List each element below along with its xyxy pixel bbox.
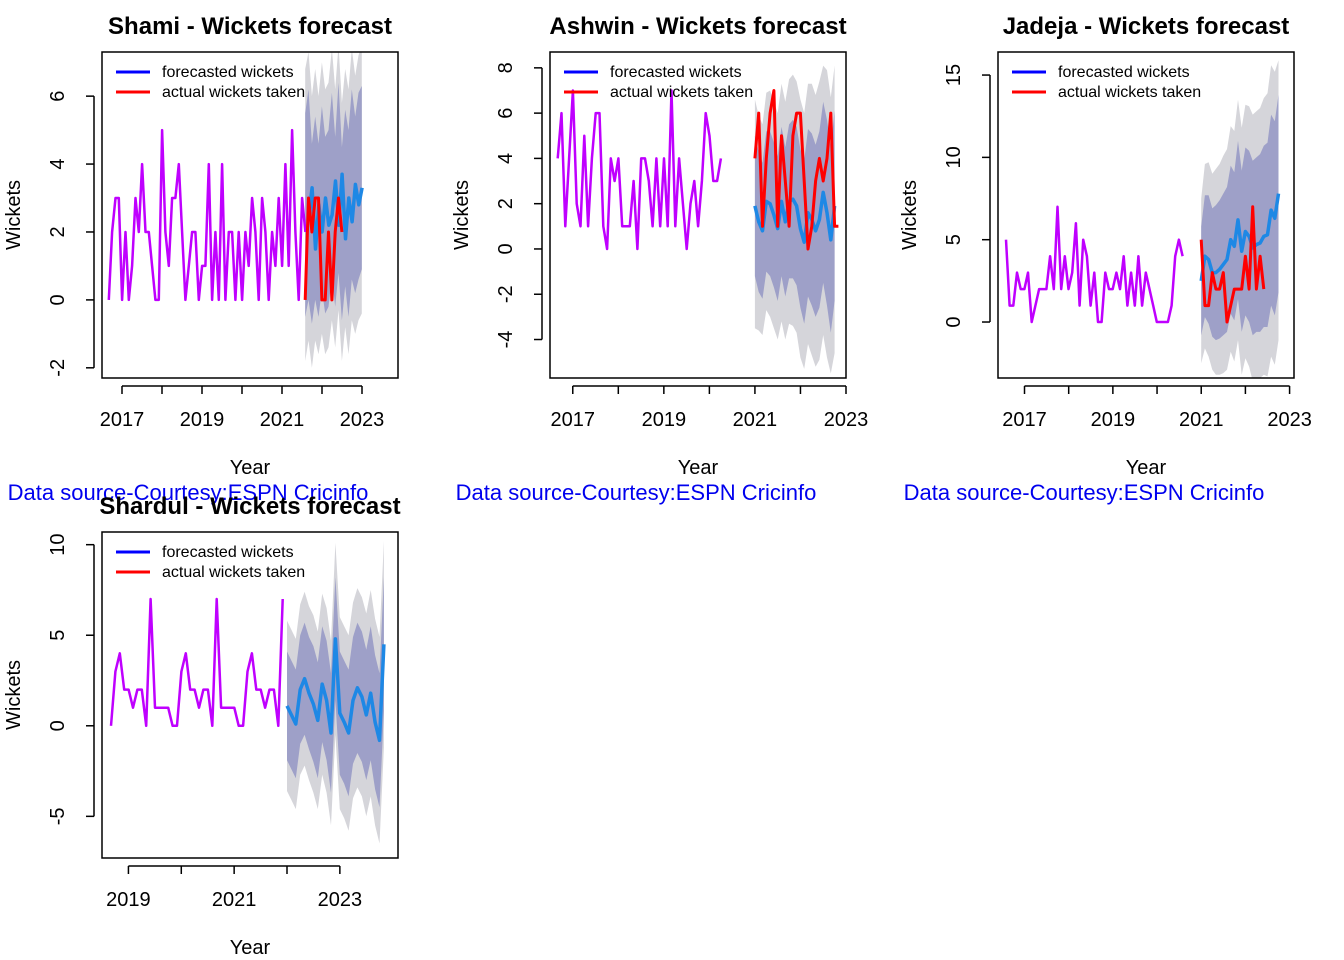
ashwin-y-axis-label: Wickets (451, 180, 473, 250)
ashwin-y-tick-label-6: 6 (495, 108, 517, 119)
source-note-3: Data source-Courtesy:ESPN Cricinfo (904, 480, 1265, 505)
shardul-legend: forecasted wickets actual wickets taken (116, 544, 305, 581)
ashwin-actual-line (753, 89, 839, 251)
ashwin-x-tick-label-2017: 2017 (551, 409, 596, 431)
shami-plot-area (107, 52, 364, 368)
ashwin-y-tick-label-2: 2 (495, 198, 517, 209)
jadeja-y-tick-label-0: 0 (943, 316, 965, 327)
jadeja-y-tick-label-5: 5 (943, 234, 965, 245)
jadeja-history-line (1004, 205, 1184, 324)
shardul-plot-area (109, 541, 386, 844)
shardul-forecast-panel: Shardul - Wickets forecast 2019 2021 2023 Ye… (3, 493, 401, 959)
shardul-forecast-line (285, 637, 386, 743)
jadeja-x-axis-label: Year (1126, 457, 1167, 479)
shami-x-tick-label-2017: 2017 (100, 409, 145, 431)
ashwin-x-tick-label-2021: 2021 (733, 409, 778, 431)
jadeja-x-tick-label-2019: 2019 (1091, 409, 1136, 431)
ashwin-x-tick-label-2023: 2023 (824, 409, 869, 431)
shardul-x-tick-label-2019: 2019 (106, 889, 151, 911)
ashwin-y-tick-label-0: 0 (495, 243, 517, 254)
shami-y-tick-label-0: 0 (47, 294, 69, 305)
jadeja-x-tick-label-2017: 2017 (1002, 409, 1047, 431)
jadeja-x-tick-label-2023: 2023 (1267, 409, 1312, 431)
shardul-x-tick-label-2021: 2021 (212, 889, 257, 911)
shami-y-tick-label-6: 6 (47, 91, 69, 102)
shami-forecast-panel: Shami - Wickets forecast 2017 2019 2021 2023… (3, 13, 399, 479)
shardul-x-axis-label: Year (230, 937, 271, 959)
shardul-interval-80-band (287, 577, 384, 808)
source-note-2: Data source-Courtesy:ESPN Cricinfo (456, 480, 817, 505)
jadeja-y-tick-label-10: 10 (943, 146, 965, 168)
shardul-x-tick-label-2023: 2023 (318, 889, 363, 911)
jadeja-forecast-panel: Jadeja - Wickets forecast 2017 2019 2021 202… (899, 13, 1312, 479)
shardul-plot-frame (101, 531, 399, 859)
ashwin-legend-label-actual: actual wickets taken (610, 84, 753, 101)
source-note-layer: Data source-Courtesy:ESPN Cricinfo Data … (8, 480, 1265, 505)
source-note-1: Data source-Courtesy:ESPN Cricinfo (8, 480, 369, 505)
ashwin-y-tick-label-8: 8 (495, 62, 517, 73)
shami-y-tick-label-4: 4 (47, 159, 69, 170)
ashwin-legend-label-forecast: forecasted wickets (610, 64, 742, 81)
ashwin-y-tick-label--4: -4 (495, 331, 517, 349)
ashwin-x-tick-label-2019: 2019 (642, 409, 687, 431)
jadeja-legend: forecasted wickets actual wickets taken (1012, 64, 1201, 101)
shami-actual-line (303, 196, 344, 302)
shardul-y-tick-label-0: 0 (47, 720, 69, 731)
shardul-legend-label-forecast: forecasted wickets (162, 544, 294, 561)
shardul-legend-label-actual: actual wickets taken (162, 564, 305, 581)
ashwin-plot-area (556, 65, 839, 374)
shami-y-axis-label: Wickets (3, 180, 25, 250)
jadeja-legend-label-forecast: forecasted wickets (1058, 64, 1190, 81)
shami-x-axis-label: Year (230, 457, 271, 479)
shami-y-tick-label-2: 2 (47, 226, 69, 237)
shardul-chart-title: Shardul - Wickets forecast (99, 493, 400, 520)
shami-legend: forecasted wickets actual wickets taken (116, 64, 305, 101)
shami-legend-label-actual: actual wickets taken (162, 84, 305, 101)
shami-y-tick-label--2: -2 (47, 359, 69, 377)
shami-plot-frame (101, 51, 399, 379)
jadeja-plot-frame (997, 51, 1295, 379)
shami-chart-title: Shami - Wickets forecast (108, 13, 392, 40)
shardul-history-line (109, 597, 284, 728)
ashwin-x-axis-label: Year (678, 457, 719, 479)
ashwin-history-line (556, 89, 723, 251)
jadeja-forecast-line (1199, 193, 1281, 282)
shami-x-tick-label-2019: 2019 (180, 409, 225, 431)
shami-x-tick-label-2021: 2021 (260, 409, 305, 431)
shardul-y-axis-label: Wickets (3, 660, 25, 730)
shami-forecast-line (307, 172, 364, 251)
jadeja-y-axis-label: Wickets (899, 180, 921, 250)
shami-legend-label-forecast: forecasted wickets (162, 64, 294, 81)
ashwin-y-tick-label-4: 4 (495, 153, 517, 164)
jadeja-chart-title: Jadeja - Wickets forecast (1003, 13, 1290, 40)
jadeja-y-tick-label-15: 15 (943, 64, 965, 86)
jadeja-x-tick-label-2021: 2021 (1179, 409, 1224, 431)
ashwin-forecast-line (753, 190, 837, 244)
shardul-y-tick-label--5: -5 (47, 807, 69, 825)
jadeja-legend-label-actual: actual wickets taken (1058, 84, 1201, 101)
jadeja-actual-line (1199, 205, 1266, 324)
ashwin-y-tick-label--2: -2 (495, 285, 517, 303)
ashwin-legend: forecasted wickets actual wickets taken (564, 64, 753, 101)
jadeja-plot-area (1004, 60, 1281, 378)
shardul-y-tick-label-10: 10 (47, 534, 69, 556)
shardul-y-tick-label-5: 5 (47, 630, 69, 641)
shami-x-tick-label-2023: 2023 (340, 409, 385, 431)
ashwin-chart-title: Ashwin - Wickets forecast (549, 13, 846, 40)
shami-history-line (107, 128, 307, 302)
ashwin-plot-frame (549, 51, 847, 379)
